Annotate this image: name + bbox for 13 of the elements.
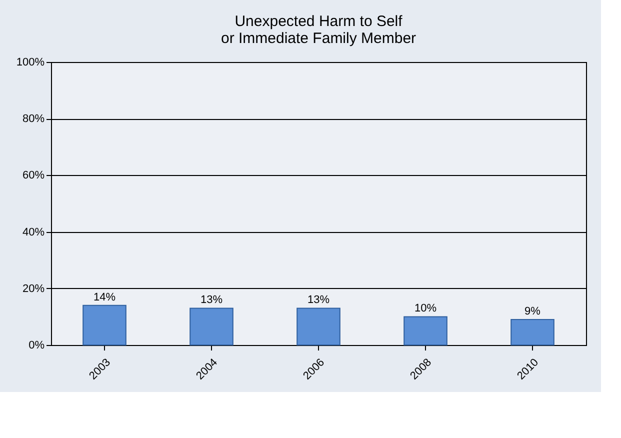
text: Unexpected Harm to Self xyxy=(234,13,402,30)
data-label: 9% xyxy=(524,306,541,318)
y-tick-label: 80% xyxy=(22,113,45,126)
y-tick-label: 40% xyxy=(22,226,45,238)
y-tick-label: 20% xyxy=(22,282,45,295)
data-label: 13% xyxy=(200,294,223,306)
data-label: 14% xyxy=(93,291,116,304)
text: or Immediate Family Member xyxy=(220,30,416,47)
y-tick-label: 60% xyxy=(22,170,45,182)
y-tick-label: 0% xyxy=(28,340,45,352)
data-label: 13% xyxy=(307,294,330,306)
y-tick-label: 100% xyxy=(16,56,45,68)
data-label: 10% xyxy=(414,302,437,315)
